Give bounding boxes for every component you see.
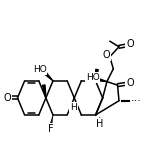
Text: O: O	[4, 93, 11, 103]
Text: Ḣ: Ḣ	[96, 119, 104, 129]
Polygon shape	[42, 85, 46, 98]
Text: Ḟ: Ḟ	[48, 124, 54, 134]
Text: O: O	[126, 78, 134, 88]
Polygon shape	[97, 78, 107, 82]
Text: HO: HO	[86, 73, 100, 82]
Text: H: H	[70, 103, 77, 112]
Text: ···: ···	[131, 96, 142, 107]
Polygon shape	[96, 69, 98, 81]
Polygon shape	[44, 72, 53, 81]
Text: O: O	[126, 39, 134, 49]
Text: HO: HO	[33, 65, 46, 74]
Text: O: O	[103, 50, 110, 60]
